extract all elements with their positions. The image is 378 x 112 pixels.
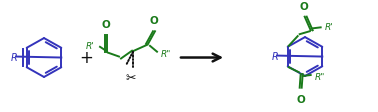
Text: O: O bbox=[102, 20, 110, 30]
Text: R': R' bbox=[325, 23, 333, 32]
Text: O: O bbox=[296, 94, 305, 104]
Text: O: O bbox=[299, 2, 308, 12]
Text: ✂: ✂ bbox=[126, 72, 136, 85]
Text: R': R' bbox=[86, 42, 95, 51]
Text: +: + bbox=[79, 48, 93, 66]
Text: R": R" bbox=[161, 50, 171, 59]
Text: R": R" bbox=[314, 73, 325, 82]
Text: R: R bbox=[272, 51, 279, 61]
Text: R: R bbox=[11, 52, 18, 62]
Text: O: O bbox=[150, 16, 158, 26]
